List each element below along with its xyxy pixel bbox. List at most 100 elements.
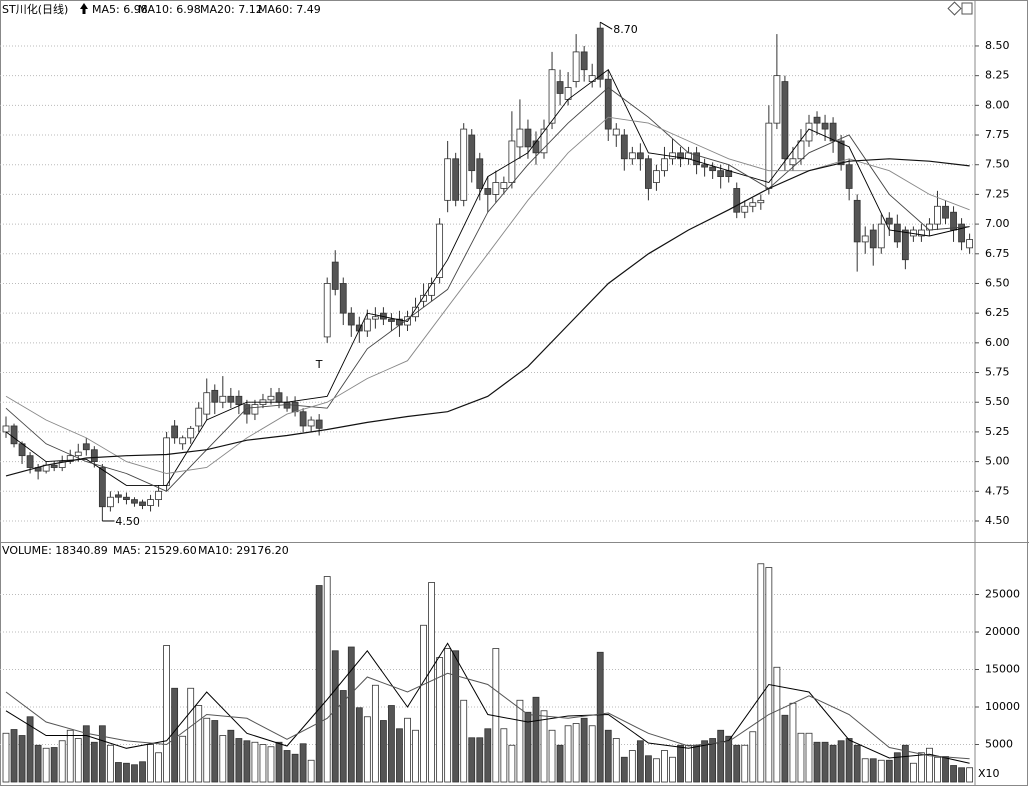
volume-bar	[918, 752, 925, 783]
candle-body	[765, 122, 773, 189]
volume-bar	[267, 746, 275, 783]
candle-body	[347, 312, 355, 326]
candle-body	[139, 501, 146, 506]
candle-body	[460, 128, 468, 201]
y-tick-label: 7.50	[985, 158, 1010, 171]
candle-body	[926, 223, 933, 231]
volume-bar	[725, 735, 733, 783]
volume-bar	[50, 747, 58, 783]
candle-body	[243, 404, 251, 415]
candle-body	[829, 122, 837, 142]
volume-bar	[323, 576, 331, 783]
ma-line	[5, 116, 970, 474]
candle-body	[869, 229, 877, 249]
arrow-icon	[80, 3, 88, 14]
panel-title: ST川化(日线)	[2, 2, 68, 16]
diamond-icon	[947, 1, 962, 16]
volume-bar	[532, 696, 540, 783]
candle-body	[420, 294, 427, 302]
unit-label: X10	[978, 767, 1000, 780]
volume-bar	[693, 744, 700, 783]
volume-bar	[765, 567, 773, 783]
candle-body	[781, 81, 789, 160]
volume-bar	[821, 741, 829, 783]
candle-body	[813, 116, 821, 124]
volume-bar	[363, 716, 371, 783]
legend-entry: MA10: 6.98	[138, 3, 201, 16]
volume-bar	[620, 756, 628, 783]
candle-body	[508, 140, 516, 183]
candle-body	[797, 140, 805, 160]
volume-bar	[500, 728, 508, 783]
candle-body	[861, 235, 869, 243]
candle-body	[757, 199, 765, 204]
candle-body	[339, 283, 347, 314]
y-tick-label: 6.00	[985, 336, 1010, 349]
volume-bar	[291, 753, 299, 783]
volume-bar	[749, 731, 757, 783]
volume-bar	[339, 690, 347, 783]
volume-bar	[34, 744, 42, 783]
volume-ma-line	[5, 642, 970, 764]
candle-body	[2, 425, 10, 433]
candle-body	[58, 461, 66, 468]
candle-body	[524, 128, 532, 148]
candle-body	[628, 152, 636, 160]
volume-bar	[893, 752, 901, 783]
candle-body	[90, 449, 98, 463]
volume-bar	[404, 717, 411, 783]
volume-bar	[380, 720, 387, 783]
candle-body	[444, 158, 452, 201]
volume-bar	[717, 729, 725, 783]
ma-line	[5, 158, 970, 477]
volume-bar	[797, 732, 805, 783]
candle-body	[484, 188, 492, 195]
volume-bar	[588, 725, 596, 783]
candle-body	[596, 27, 604, 80]
candle-body	[805, 122, 813, 142]
ma-line	[5, 69, 970, 486]
candle-body	[10, 425, 18, 445]
volume-bar	[2, 732, 10, 783]
volume-bar	[508, 744, 516, 783]
volume-bar	[299, 743, 307, 783]
candle-body	[147, 499, 154, 506]
volume-bar	[355, 707, 363, 783]
volume-bar	[604, 729, 612, 783]
volume-bar	[909, 762, 917, 783]
volume-bar	[106, 744, 114, 783]
candle-body	[958, 223, 965, 243]
volume-bar	[789, 702, 797, 783]
candle-body	[315, 419, 323, 429]
volume-ma-line	[5, 672, 970, 760]
candle-body	[942, 205, 949, 219]
volume-bar	[452, 650, 460, 783]
volume-bar	[123, 762, 130, 783]
candle-body	[123, 496, 130, 501]
low-label: 4.50	[115, 515, 140, 528]
volume-bar	[556, 744, 564, 783]
volume-bar	[388, 705, 395, 783]
candle-body	[645, 158, 652, 189]
legend-entry: MA5: 6.98	[92, 3, 148, 16]
volume-bar	[82, 725, 90, 783]
candle-body	[693, 152, 700, 166]
candle-body	[821, 122, 829, 130]
volume-bar	[66, 729, 74, 783]
ma-line	[5, 86, 970, 492]
volume-bar	[171, 687, 179, 783]
candle-body	[219, 395, 227, 403]
candle-body	[452, 158, 460, 201]
candle-body	[620, 134, 628, 160]
volume-bar	[163, 645, 171, 783]
candle-body	[115, 494, 122, 498]
candle-body	[468, 134, 476, 172]
volume-bar	[685, 744, 692, 783]
volume-bar	[131, 764, 138, 783]
volume-bar	[203, 717, 211, 783]
volume-bar	[805, 732, 813, 783]
candle-body	[187, 427, 195, 439]
volume-bar	[934, 756, 941, 783]
candle-body	[195, 407, 203, 427]
